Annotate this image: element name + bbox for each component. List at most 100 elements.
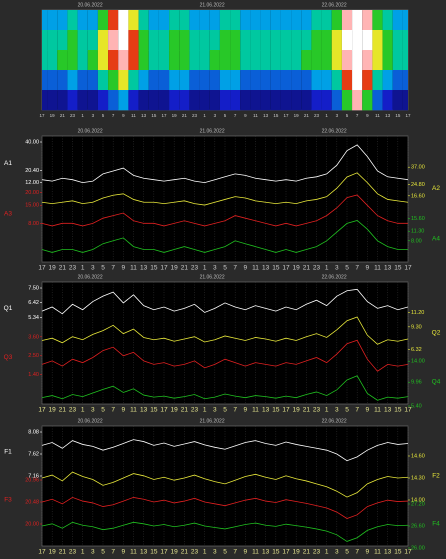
y-tick-label: 40.00 xyxy=(25,139,39,145)
heatmap-cell xyxy=(402,70,408,91)
x-tick-label: 21 xyxy=(59,549,67,556)
heatmap-cell xyxy=(42,70,48,91)
x-tick-label: 3 xyxy=(335,265,339,272)
heatmap-cell xyxy=(291,30,302,51)
heatmap-cell xyxy=(189,70,200,91)
date-label: 21.06.2022 xyxy=(200,128,225,134)
heatmap-cell xyxy=(352,90,363,111)
heatmap-cell xyxy=(230,50,241,71)
x-tick-label: 17 xyxy=(38,549,46,556)
series-name: F3 xyxy=(4,497,12,504)
y-tick-label: 12.00 xyxy=(25,180,39,186)
x-tick-label: 9 xyxy=(366,407,370,414)
heatmap-cell xyxy=(321,10,332,31)
heatmap-cell xyxy=(179,70,190,91)
y-tick-label: 7.62 xyxy=(28,451,39,457)
x-tick-label: 15 xyxy=(394,549,402,556)
x-tick-label: 5 xyxy=(101,407,105,414)
y-tick-label: 5.34 xyxy=(28,315,39,321)
heatmap-cell xyxy=(291,10,302,31)
heatmap-cell xyxy=(189,10,200,31)
x-tick-label: 17 xyxy=(161,113,167,118)
heatmap-cell xyxy=(362,70,373,91)
heatmap-cell xyxy=(67,50,78,71)
heatmap-cell xyxy=(301,30,312,51)
x-tick-label: 21 xyxy=(59,265,67,272)
heatmap-cell xyxy=(77,50,88,71)
heatmap-cell xyxy=(87,30,98,51)
x-tick-label: 1 xyxy=(203,113,206,118)
date-label: 21.06.2022 xyxy=(200,418,225,424)
x-tick-label: 15 xyxy=(150,265,158,272)
y-tick-label: 6.42 xyxy=(28,300,39,306)
x-tick-label: 5 xyxy=(223,407,227,414)
heatmap-cell xyxy=(392,50,403,71)
x-tick-label: 11 xyxy=(374,549,381,556)
heatmap-cell xyxy=(138,90,149,111)
x-tick-label: 7 xyxy=(355,549,359,556)
y-tick-label: 27.20 xyxy=(411,501,425,507)
x-tick-label: 23 xyxy=(313,407,321,414)
heatmap-cell xyxy=(382,30,393,51)
y-tick-label: 15.60 xyxy=(411,216,425,222)
heatmap-cell xyxy=(42,30,48,51)
heatmap-cell xyxy=(240,30,251,51)
x-tick-label: 21 xyxy=(59,407,67,414)
x-tick-label: 1 xyxy=(325,265,329,272)
x-tick-label: 15 xyxy=(395,113,401,118)
x-tick-label: 3 xyxy=(335,549,339,556)
heatmap-cell xyxy=(189,90,200,111)
x-tick-label: 23 xyxy=(313,265,321,272)
x-tick-label: 9 xyxy=(122,113,125,118)
x-tick-label: 7 xyxy=(233,549,237,556)
heatmap-cell xyxy=(128,30,139,51)
x-tick-label: 17 xyxy=(404,407,412,414)
heatmap-cell xyxy=(382,10,393,31)
x-tick-label: 3 xyxy=(213,265,217,272)
heatmap-cell xyxy=(250,30,261,51)
x-tick-label: 5 xyxy=(345,549,349,556)
heatmap-cell xyxy=(260,70,271,91)
x-tick-label: 17 xyxy=(39,113,45,118)
x-tick-label: 23 xyxy=(192,113,198,118)
heatmap-cell xyxy=(169,50,180,71)
series-line xyxy=(41,439,409,462)
heatmap-cell xyxy=(209,90,220,111)
x-tick-label: 1 xyxy=(325,113,328,118)
x-tick-label: 13 xyxy=(262,265,270,272)
heatmap-cell xyxy=(362,30,373,51)
x-tick-label: 9 xyxy=(366,113,369,118)
x-tick-label: 13 xyxy=(140,549,148,556)
series-line xyxy=(41,220,408,253)
heatmap-cell xyxy=(250,90,261,111)
series-line xyxy=(41,471,409,498)
heatmap-cell xyxy=(402,30,408,51)
heatmap-cell xyxy=(87,10,98,31)
heatmap-cell xyxy=(402,50,408,71)
heatmap-cell xyxy=(128,50,139,71)
x-tick-label: 13 xyxy=(384,407,392,414)
heatmap-cell xyxy=(169,90,180,111)
x-tick-label: 13 xyxy=(384,265,392,272)
heatmap-cell xyxy=(219,90,231,111)
heatmap-cell xyxy=(392,70,403,91)
x-tick-label: 7 xyxy=(356,113,359,118)
x-tick-label: 11 xyxy=(131,113,136,118)
series-name: Q1 xyxy=(4,305,13,312)
x-tick-label: 15 xyxy=(150,407,158,414)
x-tick-label: 11 xyxy=(130,549,137,556)
heatmap-cell xyxy=(230,10,241,31)
x-tick-label: 11 xyxy=(374,265,381,272)
heatmap-cell xyxy=(362,50,373,71)
heatmap-cell xyxy=(219,30,231,51)
x-tick-label: 1 xyxy=(81,113,84,118)
x-tick-label: 23 xyxy=(69,407,77,414)
x-tick-label: 1 xyxy=(81,407,85,414)
x-tick-label: 17 xyxy=(405,113,411,118)
x-tick-label: 15 xyxy=(394,407,402,414)
heatmap-cell xyxy=(270,70,281,91)
y-tick-label: 14.00 xyxy=(411,359,425,365)
heatmap-cell xyxy=(311,50,322,71)
heatmap-cell xyxy=(87,90,98,111)
x-tick-label: 7 xyxy=(112,113,115,118)
